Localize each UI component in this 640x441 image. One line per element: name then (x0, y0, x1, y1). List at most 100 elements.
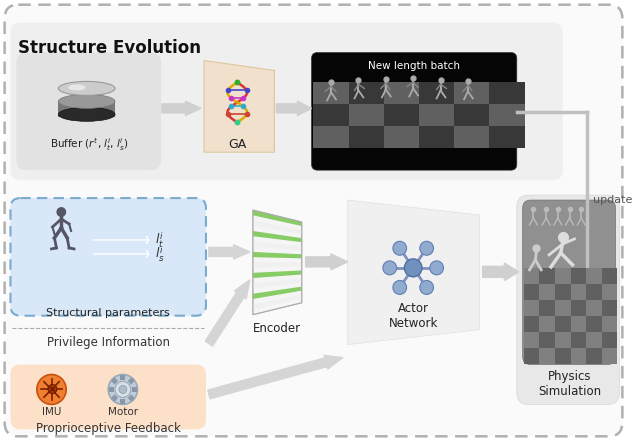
FancyBboxPatch shape (10, 365, 206, 430)
Bar (384, 82, 419, 105)
Text: Actor
Network: Actor Network (388, 302, 438, 330)
Bar (602, 332, 618, 348)
Bar (602, 316, 618, 332)
Bar (540, 332, 555, 348)
Bar (586, 316, 602, 332)
Bar (602, 268, 618, 284)
Circle shape (119, 385, 127, 393)
FancyBboxPatch shape (4, 5, 622, 436)
Circle shape (404, 259, 422, 277)
Bar (555, 268, 571, 284)
Bar (571, 348, 586, 363)
Circle shape (383, 261, 397, 275)
Polygon shape (253, 295, 301, 310)
Bar (490, 82, 525, 105)
Polygon shape (253, 241, 301, 250)
Polygon shape (253, 279, 301, 288)
Bar (586, 284, 602, 300)
Bar (555, 332, 571, 348)
Bar (128, 377, 134, 385)
FancyBboxPatch shape (10, 198, 206, 316)
Circle shape (420, 280, 433, 295)
Text: update: update (593, 195, 632, 205)
Bar (540, 300, 555, 316)
Ellipse shape (68, 84, 86, 90)
Bar (540, 284, 555, 300)
Circle shape (430, 261, 444, 275)
Bar (586, 332, 602, 348)
FancyBboxPatch shape (17, 52, 161, 170)
Bar (524, 316, 540, 332)
Bar (384, 105, 419, 126)
Polygon shape (253, 287, 301, 299)
Bar (571, 316, 586, 332)
Text: $l_t^i$: $l_t^i$ (155, 230, 164, 250)
Polygon shape (253, 210, 301, 315)
Bar (571, 268, 586, 284)
Bar (490, 126, 525, 148)
Polygon shape (253, 220, 301, 234)
FancyBboxPatch shape (312, 52, 517, 170)
Text: Structure Evolution: Structure Evolution (19, 38, 202, 56)
Polygon shape (253, 262, 301, 268)
Bar (602, 284, 618, 300)
Bar (349, 105, 384, 126)
Ellipse shape (58, 94, 115, 108)
Bar (349, 126, 384, 148)
Bar (524, 284, 540, 300)
Text: ⊗: ⊗ (45, 382, 58, 397)
Polygon shape (253, 270, 301, 278)
Text: Proprioceptive Feedback: Proprioceptive Feedback (36, 422, 180, 435)
Polygon shape (253, 252, 301, 258)
FancyArrow shape (483, 263, 519, 280)
FancyArrow shape (306, 254, 348, 270)
Bar (524, 268, 540, 284)
Bar (602, 348, 618, 363)
Circle shape (56, 207, 66, 217)
Ellipse shape (58, 82, 115, 95)
Polygon shape (204, 60, 275, 152)
Polygon shape (253, 210, 301, 226)
Text: $l_s^i$: $l_s^i$ (155, 244, 165, 264)
Bar (419, 126, 454, 148)
FancyBboxPatch shape (517, 195, 620, 404)
Bar (571, 332, 586, 348)
Circle shape (393, 241, 406, 255)
Bar (555, 316, 571, 332)
Bar (555, 348, 571, 363)
Bar (120, 399, 125, 404)
Bar (454, 126, 490, 148)
Bar (602, 300, 618, 316)
Ellipse shape (58, 107, 115, 121)
Bar (540, 316, 555, 332)
Bar (314, 105, 349, 126)
Text: New length batch: New length batch (368, 60, 460, 71)
Circle shape (420, 241, 433, 255)
Bar (540, 348, 555, 363)
FancyBboxPatch shape (10, 22, 563, 180)
Bar (111, 394, 118, 401)
Text: GA: GA (228, 138, 246, 151)
Bar (314, 82, 349, 105)
Bar (419, 105, 454, 126)
FancyArrow shape (582, 280, 593, 298)
FancyArrow shape (209, 245, 250, 259)
Bar (524, 332, 540, 348)
Bar (586, 300, 602, 316)
Bar (524, 348, 540, 363)
Bar (454, 82, 490, 105)
Bar (524, 300, 540, 316)
Bar (132, 387, 137, 392)
Bar (555, 300, 571, 316)
Bar (586, 268, 602, 284)
Text: Physics
Simulation: Physics Simulation (538, 370, 601, 397)
Text: IMU: IMU (42, 407, 61, 418)
Bar (586, 348, 602, 363)
Circle shape (108, 374, 138, 404)
Bar (111, 377, 118, 385)
FancyArrow shape (276, 101, 312, 116)
Bar (109, 387, 113, 392)
Bar (540, 268, 555, 284)
FancyBboxPatch shape (523, 200, 616, 365)
Bar (555, 284, 571, 300)
